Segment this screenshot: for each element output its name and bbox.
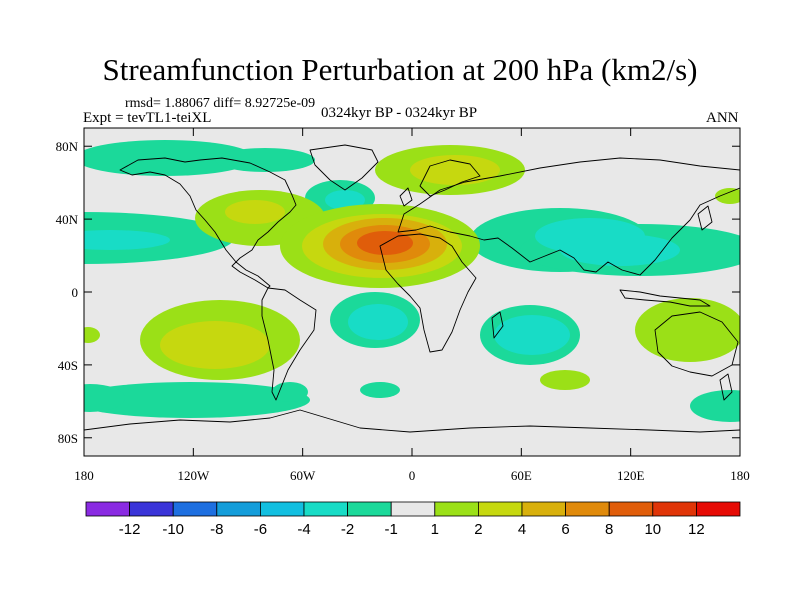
colorbar-swatch-neg12 [85,501,130,517]
contour-region-pos2 [225,200,285,224]
colorbar-label: 12 [688,521,705,538]
x-tick-label: 180 [74,468,94,483]
contour-region-neg1 [272,382,308,402]
coast-south-america [261,287,317,401]
colorbar-label: 4 [518,521,526,538]
contour-region-neg1 [215,148,315,172]
y-tick-label: 40S [58,358,78,373]
coast-indonesia [619,289,711,307]
plot-title: Streamfunction Perturbation at 200 hPa (… [102,52,698,87]
x-tick-label: 60E [511,468,532,483]
colorbar-swatch-neg10 [129,501,174,517]
x-tick-label: 60W [290,468,316,483]
colorbar-swatch-pos12 [696,501,741,517]
colorbar-label: 6 [561,521,569,538]
contour-region-neg2 [494,315,570,355]
colorbar-label: -10 [162,521,184,538]
coast-antarctica [84,409,740,433]
map-axes: 180 120W 60W 0 60E 120E 180 80N 40N 0 40S 80S [56,128,750,483]
x-tick-label: 0 [409,468,416,483]
colorbar-swatch-neg6 [216,501,261,517]
contour-region-pos1 [635,298,740,362]
coast-japan [697,205,713,231]
colorbar-label: 1 [431,521,439,538]
coastlines [84,144,740,433]
colorbar-label: -12 [119,521,141,538]
contour-region-pos1 [715,188,740,204]
colorbar-swatch-neg2 [303,501,348,517]
colorbar-label: 8 [605,521,613,538]
period-label: 0324kyr BP - 0324kyr BP [321,105,478,121]
colorbar-swatch-pos2 [477,501,523,517]
colorbar: -12 -10 -8 -6 -4 -2 -1 1 2 4 6 8 10 12 [85,501,741,538]
colorbar-label: -2 [341,521,354,538]
contour-region-neg1 [84,140,255,176]
y-tick-label: 0 [72,285,79,300]
contour-region-neg1 [84,382,310,418]
colorbar-swatch-neg4 [259,501,305,517]
colorbar-swatch-zero [390,501,436,517]
colorbar-swatch-neg1 [347,501,392,517]
contour-region-pos1 [84,327,100,343]
coast-madagascar [491,311,504,339]
experiment-label: Expt = tevTL1-teiXL [83,110,212,126]
x-tick-label: 120W [177,468,210,483]
x-tick-label: 120E [617,468,645,483]
colorbar-swatch-pos4 [521,501,566,517]
contour-region-pos2 [410,155,500,185]
x-tick-label: 180 [730,468,750,483]
colorbar-label: -1 [385,521,398,538]
contour-region-neg1 [84,384,125,412]
statistics-text: rmsd= 1.88067 diff= 8.92725e-09 [125,96,316,111]
coast-greenland [309,144,379,191]
contour-region-pos1 [540,370,590,390]
contour-region-neg1 [690,390,740,422]
contour-region-neg2 [560,234,680,266]
contour-region-neg2 [84,230,170,250]
y-tick-label: 80S [58,431,78,446]
coast-new-zealand [719,373,733,401]
coast-british-isles [399,187,413,207]
colorbar-swatch-pos8 [608,501,654,517]
colorbar-swatch-pos10 [652,501,697,517]
colorbar-label: -6 [254,521,267,538]
colorbar-label: -8 [210,521,223,538]
y-tick-label: 40N [56,212,79,227]
colorbar-swatch-neg8 [172,501,218,517]
contour-region-neg2 [348,304,408,340]
coast-eurasia [397,157,740,276]
colorbar-label: -4 [297,521,310,538]
coast-north-america [119,157,297,289]
contour-region-neg1 [360,382,400,398]
y-tick-label: 80N [56,139,79,154]
colorbar-label: 10 [644,521,661,538]
contour-region-pos2 [160,321,270,369]
map-panel [84,128,740,456]
coast-africa [379,233,477,353]
colorbar-swatch-pos6 [565,501,610,517]
contour-region-neg2 [325,190,365,210]
colorbar-swatch-pos1 [434,501,479,517]
colorbar-label: 2 [474,521,482,538]
season-label: ANN [706,110,739,126]
coast-scandinavia [419,159,481,197]
contour-fill-layer [84,140,740,422]
